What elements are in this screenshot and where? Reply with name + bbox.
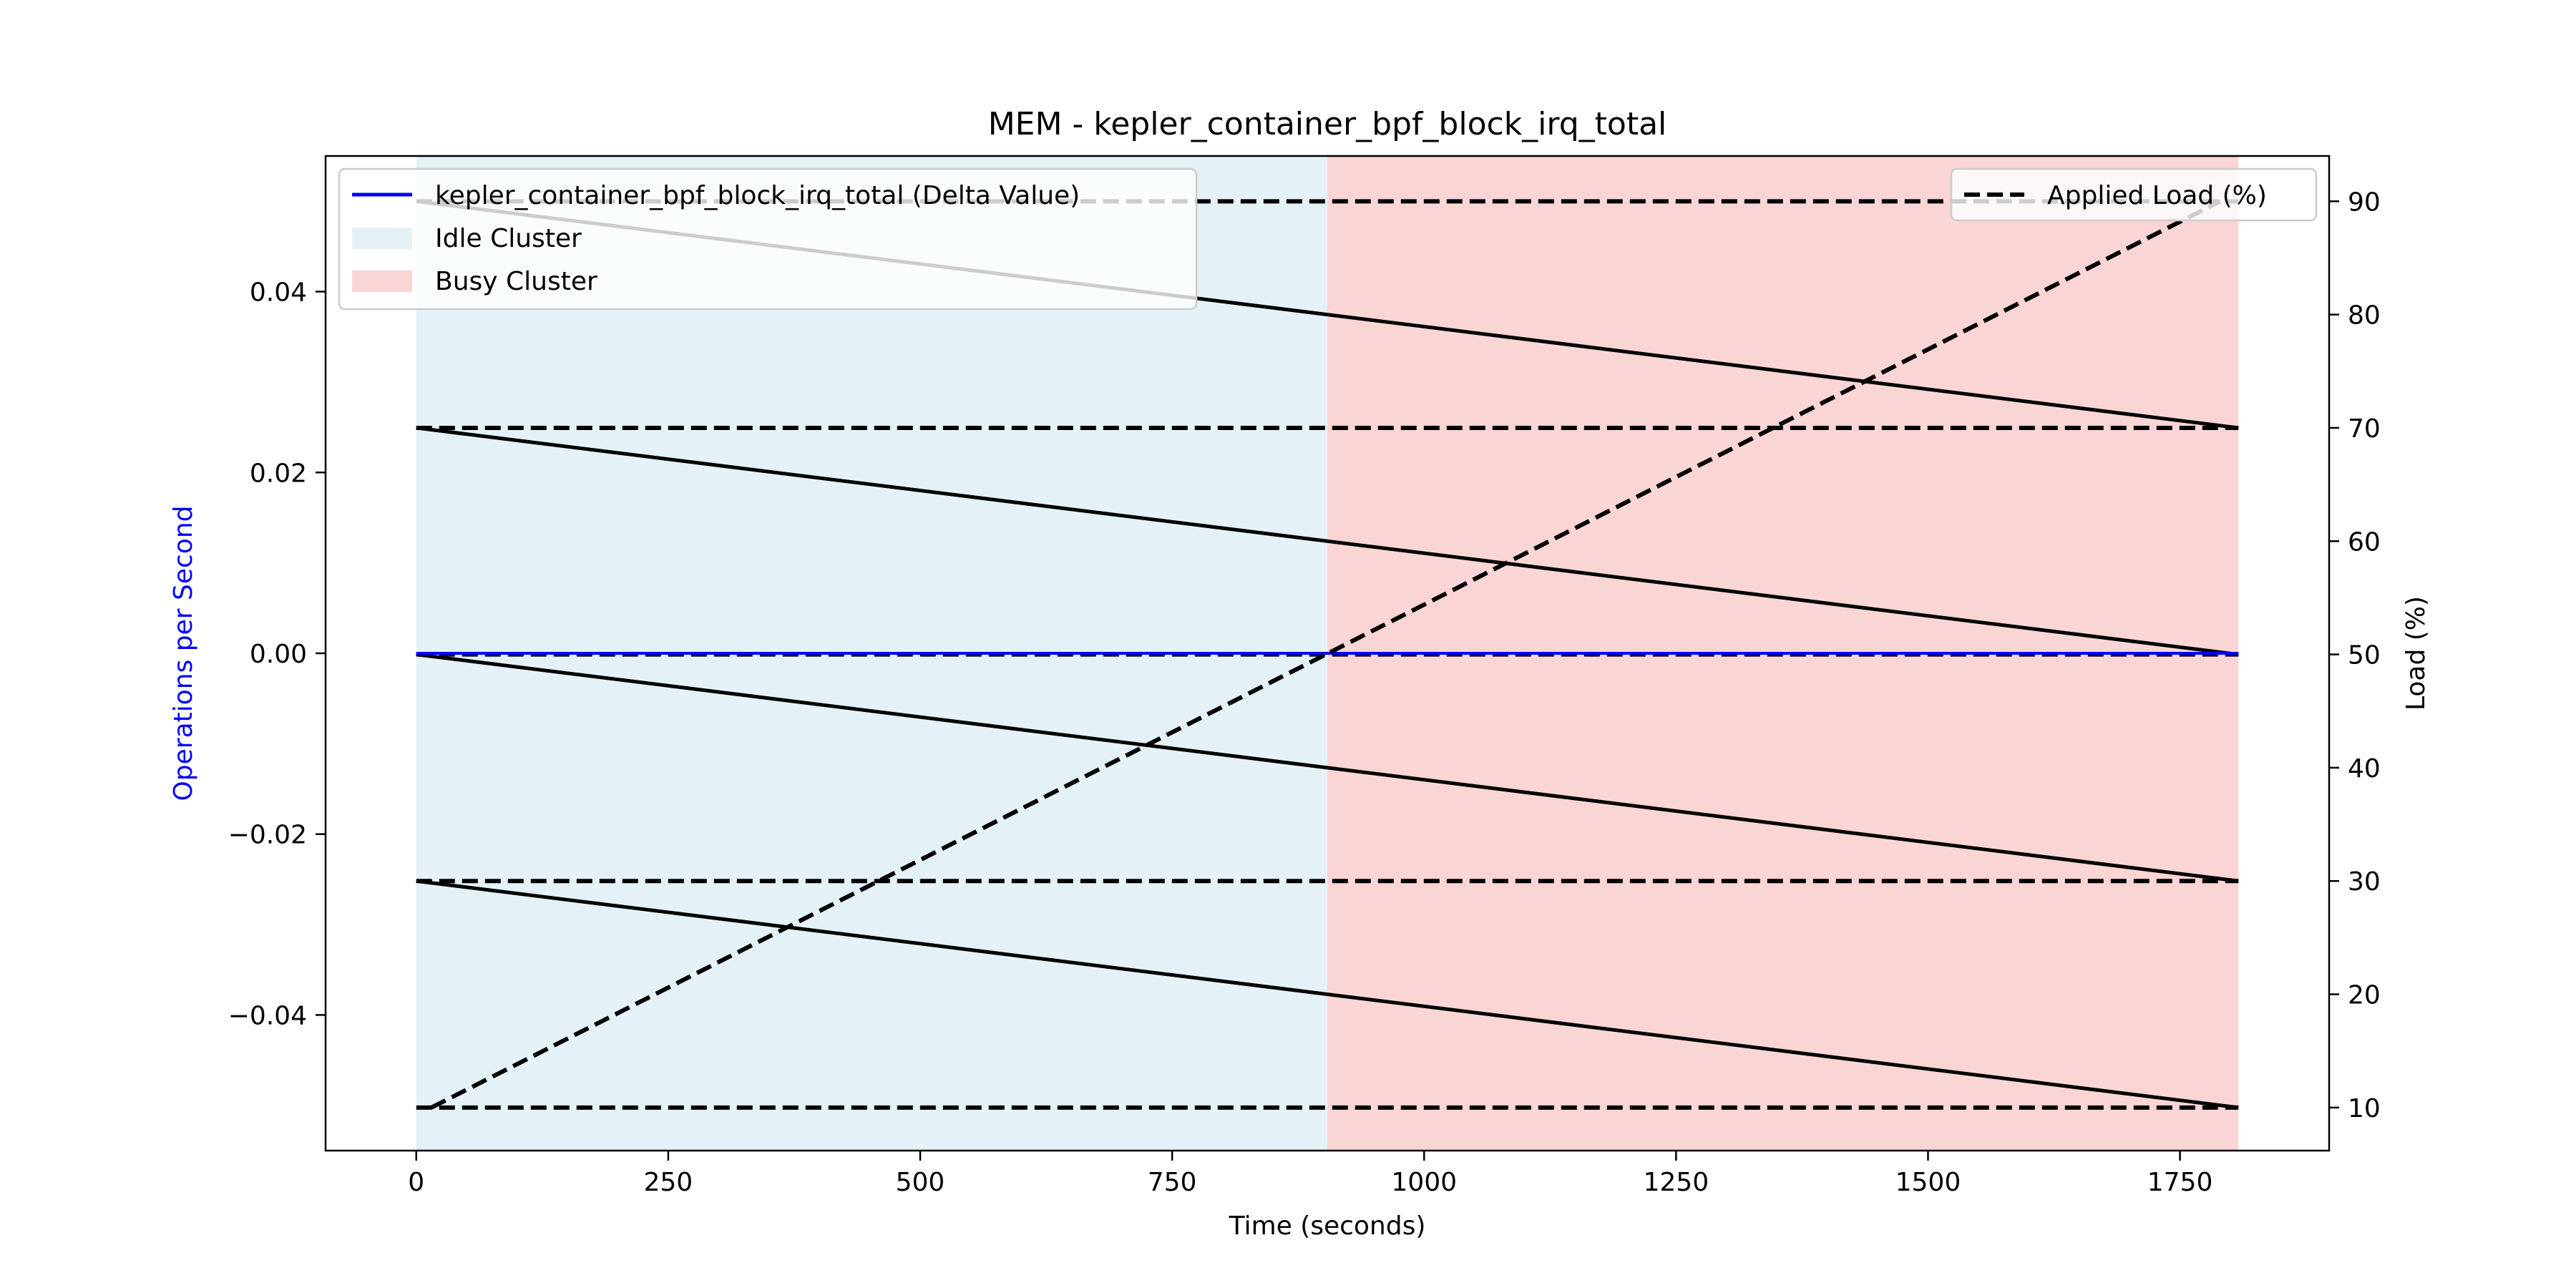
right-y-tick-label: 90 — [2348, 187, 2381, 217]
x-tick-label: 1750 — [2147, 1168, 2213, 1197]
left-y-tick-label: 0.02 — [250, 459, 307, 488]
right-y-tick-label: 10 — [2348, 1094, 2381, 1123]
right-y-tick-label: 40 — [2348, 754, 2381, 784]
x-tick-label: 500 — [896, 1168, 945, 1197]
x-tick-label: 250 — [644, 1168, 693, 1197]
chart-title: MEM - kepler_container_bpf_block_irq_tot… — [988, 106, 1667, 142]
left-y-tick-label: −0.04 — [228, 1001, 307, 1030]
left-y-axis-ticks: −0.04 −0.02 0.00 0.02 0.04 — [228, 278, 326, 1030]
legend-swatch-busy-cluster — [352, 270, 412, 292]
legend-left-box — [338, 167, 1198, 311]
right-y-axis-ticks: 10 20 30 40 50 60 70 80 90 — [2329, 187, 2381, 1123]
right-y-axis-label: Load (%) — [2401, 596, 2431, 711]
x-tick-label: 750 — [1148, 1168, 1197, 1197]
right-y-tick-label: 80 — [2348, 301, 2381, 331]
right-y-tick-label: 30 — [2348, 867, 2381, 897]
right-y-tick-label: 50 — [2348, 641, 2381, 670]
series-applied-load-line — [430, 199, 2222, 1110]
legend-left: kepler_container_bpf_block_irq_total (De… — [338, 167, 1198, 311]
series-layer — [416, 199, 2239, 1110]
x-tick-label: 0 — [408, 1168, 424, 1197]
overlay-diagonal-line — [416, 879, 2239, 1110]
right-y-tick-label: 60 — [2348, 527, 2381, 557]
overlay-diagonal-line — [416, 426, 2239, 657]
legend-right: Applied Load (%) — [1950, 167, 2318, 222]
legend-label: Idle Cluster — [435, 224, 582, 253]
x-tick-label: 1500 — [1896, 1168, 1961, 1197]
x-tick-label: 1000 — [1391, 1168, 1457, 1197]
left-y-tick-label: 0.00 — [250, 640, 307, 669]
legend-right-box — [1950, 167, 2318, 222]
legend-swatch-idle-cluster — [352, 228, 412, 249]
overlay-diagonal-line — [416, 653, 2239, 883]
x-tick-label: 1250 — [1644, 1168, 1709, 1197]
left-y-tick-label: −0.02 — [228, 821, 307, 850]
legend-label: Busy Cluster — [435, 267, 597, 296]
left-y-tick-label: 0.04 — [250, 278, 307, 308]
x-axis-label: Time (seconds) — [1229, 1211, 1426, 1241]
right-y-tick-label: 20 — [2348, 981, 2381, 1010]
right-y-tick-label: 70 — [2348, 414, 2381, 444]
legend-label: Applied Load (%) — [2047, 181, 2267, 210]
legend-label: kepler_container_bpf_block_irq_total (De… — [435, 181, 1080, 210]
x-axis-ticks: 0 250 500 750 1000 1250 1500 1750 — [408, 1151, 2212, 1197]
left-y-axis-label: Operations per Second — [169, 505, 198, 801]
